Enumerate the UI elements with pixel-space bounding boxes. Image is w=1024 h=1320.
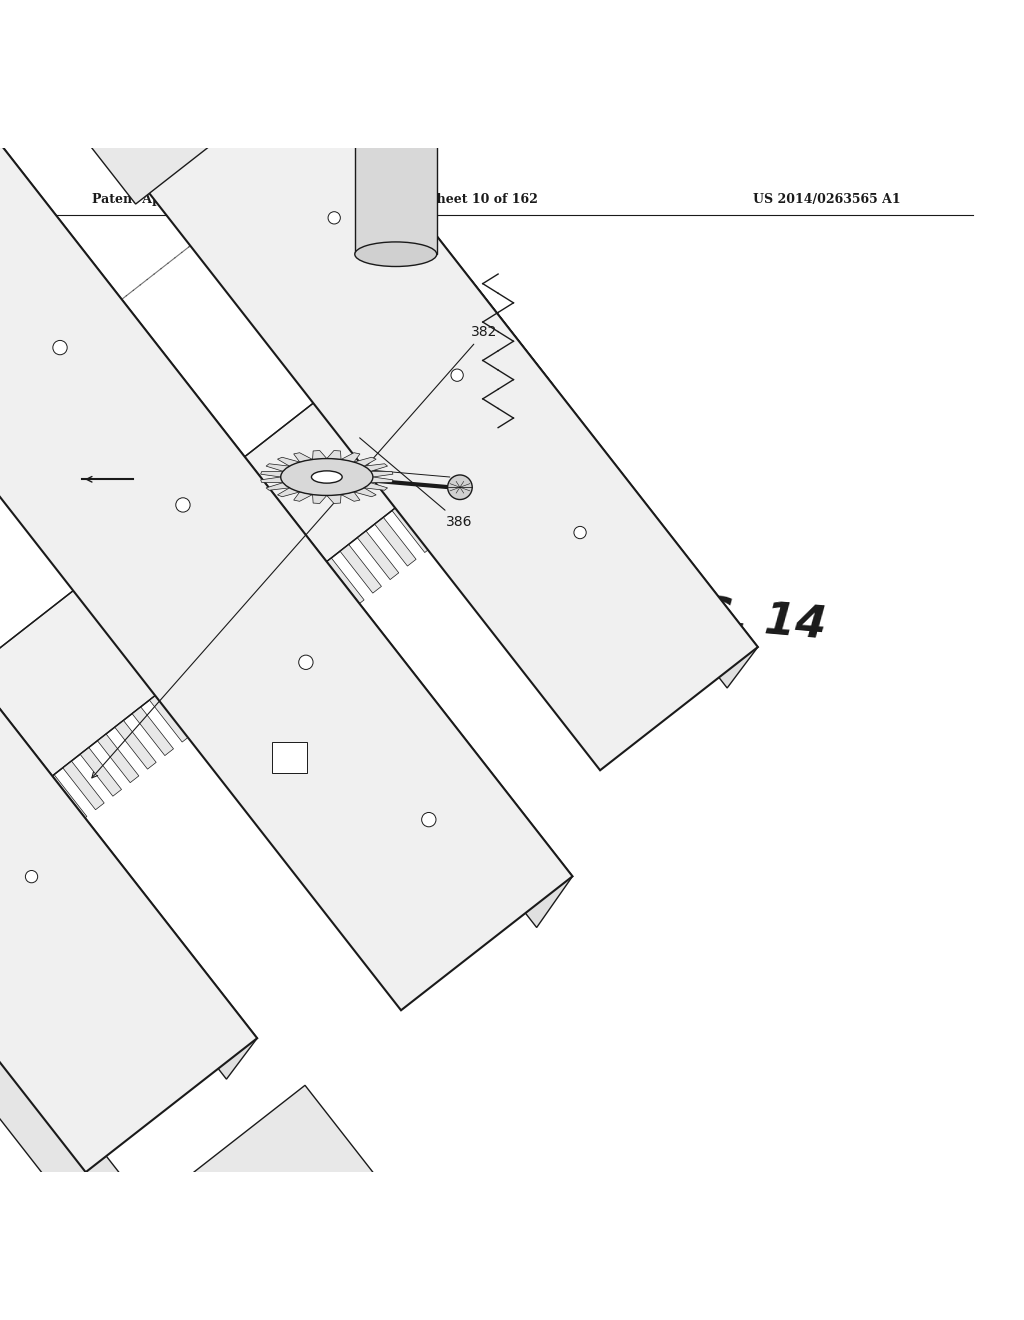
Polygon shape [261, 471, 283, 477]
Polygon shape [113, 1085, 387, 1320]
Polygon shape [312, 450, 327, 459]
Polygon shape [410, 490, 451, 539]
Polygon shape [327, 495, 341, 503]
Polygon shape [11, 801, 52, 850]
Polygon shape [0, 816, 35, 863]
Polygon shape [28, 788, 70, 837]
Polygon shape [270, 598, 312, 647]
Polygon shape [392, 504, 433, 553]
Polygon shape [167, 680, 208, 729]
Polygon shape [0, 829, 17, 878]
Polygon shape [354, 457, 376, 466]
Polygon shape [97, 734, 139, 783]
Polygon shape [0, 143, 572, 928]
Polygon shape [266, 463, 290, 471]
Polygon shape [45, 775, 87, 824]
Polygon shape [62, 762, 104, 809]
Text: US 2014/0263565 A1: US 2014/0263565 A1 [754, 193, 901, 206]
Polygon shape [0, 422, 270, 1320]
Polygon shape [253, 612, 295, 661]
Circle shape [299, 655, 313, 669]
Polygon shape [530, 396, 572, 445]
Polygon shape [115, 721, 157, 770]
Polygon shape [357, 531, 398, 579]
Polygon shape [109, 17, 758, 771]
Circle shape [451, 370, 463, 381]
Polygon shape [202, 652, 243, 701]
Circle shape [176, 498, 190, 512]
Polygon shape [496, 422, 538, 471]
Polygon shape [444, 463, 485, 512]
Ellipse shape [281, 458, 373, 495]
Polygon shape [341, 492, 360, 502]
Polygon shape [271, 742, 307, 774]
Circle shape [328, 211, 340, 224]
Polygon shape [365, 483, 387, 490]
Polygon shape [294, 492, 312, 502]
Polygon shape [365, 463, 387, 471]
Polygon shape [354, 488, 376, 496]
Text: Patent Application Publication: Patent Application Publication [92, 193, 307, 206]
Polygon shape [236, 17, 758, 688]
Polygon shape [513, 409, 555, 458]
Polygon shape [375, 517, 416, 566]
Polygon shape [278, 457, 300, 466]
Polygon shape [294, 453, 312, 462]
Polygon shape [461, 450, 503, 499]
Circle shape [422, 813, 436, 826]
Text: 382: 382 [92, 325, 498, 777]
Text: Sep. 18, 2014  Sheet 10 of 162: Sep. 18, 2014 Sheet 10 of 162 [323, 193, 538, 206]
Polygon shape [288, 585, 330, 634]
Polygon shape [12, 0, 321, 205]
Ellipse shape [311, 471, 342, 483]
Polygon shape [323, 558, 365, 607]
Polygon shape [340, 544, 381, 593]
Ellipse shape [354, 119, 436, 144]
Polygon shape [312, 495, 327, 503]
Polygon shape [219, 639, 260, 688]
Polygon shape [0, 280, 553, 920]
Circle shape [573, 527, 586, 539]
Polygon shape [0, 409, 257, 1080]
Polygon shape [261, 477, 283, 483]
Polygon shape [80, 747, 122, 796]
Polygon shape [354, 131, 436, 255]
Ellipse shape [354, 242, 436, 267]
Polygon shape [478, 436, 520, 484]
Circle shape [447, 475, 472, 499]
Polygon shape [236, 626, 278, 675]
Circle shape [26, 870, 38, 883]
Polygon shape [0, 409, 257, 1172]
Polygon shape [427, 477, 468, 525]
Polygon shape [0, 143, 572, 1010]
Polygon shape [327, 450, 341, 459]
Text: 386: 386 [359, 438, 472, 529]
Polygon shape [184, 667, 225, 715]
Polygon shape [371, 471, 393, 477]
Polygon shape [132, 706, 173, 755]
Polygon shape [150, 693, 190, 742]
Polygon shape [278, 488, 300, 496]
Polygon shape [341, 453, 360, 462]
Polygon shape [371, 477, 393, 483]
Text: FIG. 14: FIG. 14 [647, 590, 827, 648]
Polygon shape [305, 572, 347, 620]
Polygon shape [266, 483, 290, 490]
Circle shape [53, 341, 68, 355]
